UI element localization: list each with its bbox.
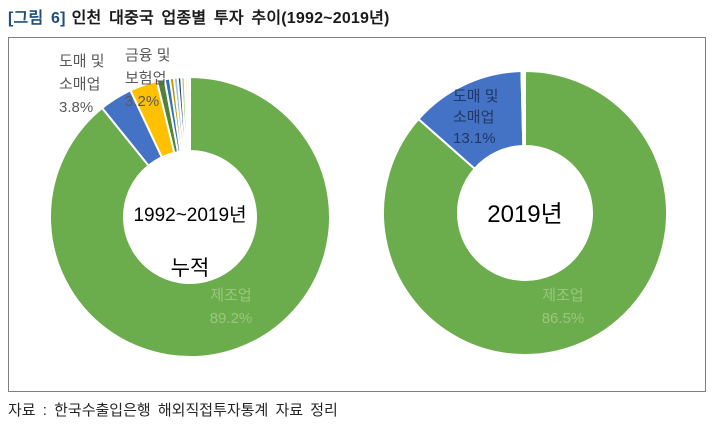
center-period-text: 1992~2019년: [133, 205, 247, 226]
donut-slice: [520, 69, 526, 148]
donut-slice: [176, 76, 187, 153]
donut-center-label-cumulative: 1992~2019년 누적: [90, 182, 290, 303]
donut-slice: [186, 75, 191, 153]
figure-title-text: 인천 대중국 업종별 투자 추이(1992~2019년): [71, 10, 390, 27]
center-cumulative-text: 누적: [170, 257, 210, 280]
label-wholesale-retail-cumulative: 도매 및 소매업 3.8%: [59, 53, 105, 116]
figure-title: [그림 6] 인천 대중국 업종별 투자 추이(1992~2019년): [8, 4, 390, 28]
donut-center-label-2019: 2019년: [487, 201, 563, 228]
donut-slice: [168, 76, 184, 153]
label-wholesale-retail-2019: 도매 및 소매업 13.1%: [453, 88, 499, 147]
source-note: 자료 : 한국수출입은행 해외직접투자통계 자료 정리: [8, 402, 338, 419]
chart-panel: 도매 및 소매업 3.8% 금융 및 보험업 3.2% 제조업 89.2% 19…: [8, 37, 706, 392]
donut-slice: [180, 76, 189, 153]
figure-number-label: [그림 6]: [8, 10, 66, 27]
donut-slice: [183, 75, 190, 153]
donut-slice: [172, 76, 186, 153]
label-manufacturing-2019: 제조업 86.5%: [541, 287, 585, 327]
label-finance-insurance-cumulative: 금융 및 보험업 3.2%: [125, 47, 171, 110]
